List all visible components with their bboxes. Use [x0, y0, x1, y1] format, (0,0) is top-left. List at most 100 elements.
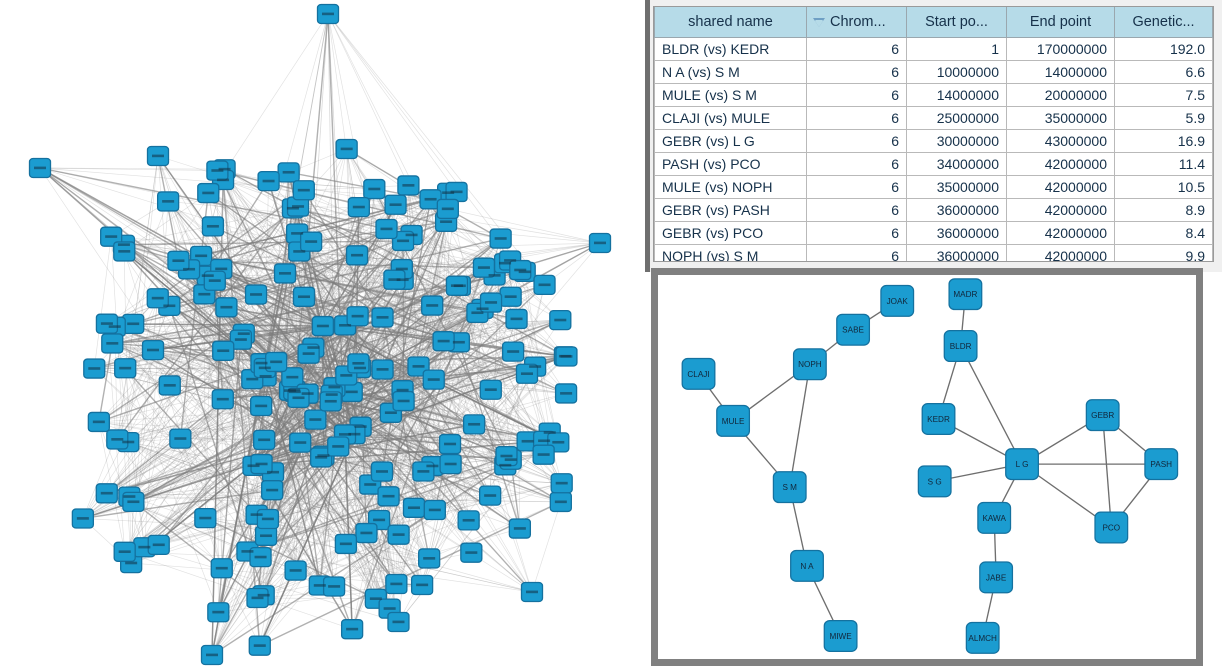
network-edge[interactable] [144, 459, 511, 548]
network-edge[interactable] [82, 518, 367, 534]
network-edge[interactable] [211, 446, 339, 656]
cell-genetic[interactable]: 8.4 [1114, 221, 1213, 245]
network-edge[interactable] [106, 238, 501, 494]
network-edge[interactable] [322, 325, 562, 484]
cell-start_point[interactable]: 34000000 [906, 152, 1007, 176]
network-edge[interactable] [223, 179, 601, 244]
network-edge[interactable] [331, 394, 347, 544]
network-edge[interactable] [402, 240, 483, 310]
table-row[interactable]: GEBR (vs) PCO 6 36000000 42000000 8.4 [654, 221, 1213, 245]
network-edge[interactable] [129, 350, 224, 497]
cell-chromosome[interactable]: 6 [806, 129, 907, 153]
table-row[interactable]: MULE (vs) NOPH 6 35000000 42000000 10.5 [654, 175, 1213, 199]
network-edge[interactable] [344, 260, 511, 435]
network-edge[interactable] [327, 13, 409, 186]
network-edge[interactable] [180, 366, 536, 439]
network-edge[interactable] [221, 339, 242, 569]
network-edge[interactable] [124, 251, 205, 295]
network-edge[interactable] [124, 208, 294, 552]
network-edge[interactable] [114, 296, 511, 328]
network-edge[interactable] [299, 251, 484, 269]
cell-start_point[interactable]: 35000000 [906, 175, 1007, 199]
cell-genetic[interactable]: 5.9 [1114, 106, 1213, 130]
cell-end_point[interactable]: 42000000 [1006, 152, 1115, 176]
network-edge[interactable] [116, 155, 159, 440]
network-edge[interactable] [39, 167, 218, 171]
network-edge[interactable] [297, 205, 458, 287]
network-edge[interactable] [303, 296, 383, 318]
network-edge[interactable] [260, 482, 562, 558]
network-edge[interactable] [98, 421, 324, 457]
network-node[interactable]: PCO [1094, 511, 1129, 544]
network-edge[interactable] [169, 305, 332, 395]
network-edge[interactable] [129, 489, 273, 497]
network-edge[interactable] [129, 373, 528, 497]
cell-end_point[interactable]: 14000000 [1006, 60, 1115, 84]
network-edge[interactable] [98, 421, 383, 472]
network-edge[interactable] [473, 308, 483, 425]
network-edge[interactable] [310, 241, 533, 593]
network-edge[interactable] [128, 185, 409, 443]
network-edge[interactable] [247, 263, 506, 552]
network-edge[interactable] [112, 342, 262, 407]
network-edge[interactable] [111, 236, 433, 306]
cell-genetic[interactable]: 6.6 [1114, 60, 1213, 84]
network-edge[interactable] [265, 267, 485, 537]
network-edge[interactable] [158, 391, 295, 546]
network-edge[interactable] [263, 325, 346, 596]
network-edge[interactable] [388, 495, 491, 497]
network-edge[interactable] [224, 169, 335, 587]
network-edge[interactable] [354, 434, 397, 585]
network-edge[interactable] [218, 463, 262, 613]
network-edge[interactable] [116, 189, 305, 440]
network-edge[interactable] [211, 557, 261, 656]
network-edge[interactable] [1102, 415, 1112, 528]
network-edge[interactable] [214, 191, 457, 282]
network-edge[interactable] [456, 285, 512, 460]
network-edge[interactable] [110, 236, 371, 485]
cell-chromosome[interactable]: 6 [806, 83, 907, 107]
network-edge[interactable] [222, 179, 495, 276]
network-edge[interactable] [450, 373, 528, 465]
network-edge[interactable] [144, 201, 169, 548]
network-edge[interactable] [114, 326, 562, 503]
network-edge[interactable] [344, 434, 506, 466]
network-edge[interactable] [157, 242, 601, 299]
network-edge[interactable] [129, 496, 414, 509]
network-edge[interactable] [252, 188, 375, 380]
network-edge[interactable] [124, 551, 353, 630]
network-edge[interactable] [133, 237, 501, 325]
network-edge[interactable] [106, 323, 321, 586]
network-edge[interactable] [303, 185, 409, 191]
network-edge[interactable] [354, 191, 457, 435]
network-edge[interactable] [223, 350, 361, 369]
edge-table-panel[interactable]: shared name Chrom... Start po... End poi… [645, 0, 1222, 272]
network-edge[interactable] [157, 189, 305, 299]
network-edge[interactable] [293, 238, 502, 391]
network-edge[interactable] [381, 199, 432, 472]
network-edge[interactable] [106, 323, 274, 473]
network-edge[interactable] [524, 271, 551, 433]
network-edge[interactable] [131, 443, 451, 564]
network-node[interactable]: MADR [948, 278, 983, 311]
cell-genetic[interactable]: 192.0 [1114, 37, 1213, 61]
network-edge[interactable] [178, 260, 559, 443]
network-edge[interactable] [123, 234, 412, 246]
network-edge[interactable] [276, 361, 559, 443]
table-row[interactable]: BLDR (vs) KEDR 6 1 170000000 192.0 [654, 37, 1213, 61]
network-edge[interactable] [257, 597, 376, 600]
network-edge[interactable] [327, 13, 346, 326]
network-edge[interactable] [396, 366, 419, 585]
network-edge[interactable] [298, 251, 452, 465]
network-edge[interactable] [116, 298, 159, 440]
network-edge[interactable] [260, 405, 399, 623]
network-edge[interactable] [178, 260, 253, 380]
network-edge[interactable] [158, 455, 324, 546]
network-edge[interactable] [207, 275, 347, 545]
main-network-view[interactable] [0, 0, 645, 669]
network-edge[interactable] [344, 325, 506, 466]
cell-chromosome[interactable]: 6 [806, 106, 907, 130]
network-edge[interactable] [345, 543, 430, 559]
table-scroll-area[interactable]: shared name Chrom... Start po... End poi… [653, 6, 1214, 262]
network-edge[interactable] [263, 389, 403, 441]
